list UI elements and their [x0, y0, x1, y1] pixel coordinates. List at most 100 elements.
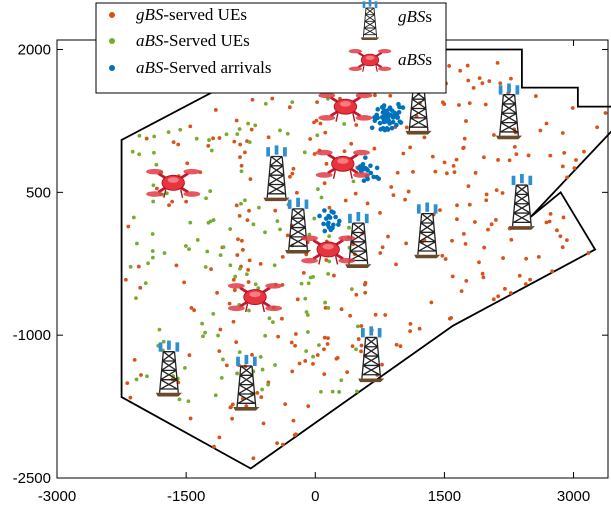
gbs-served-ue-point	[343, 198, 348, 203]
abs-arrival-point	[372, 118, 378, 123]
gbs-served-ue-point	[408, 145, 413, 150]
abs-served-ue-point	[351, 179, 356, 184]
gbs-served-ue-point	[144, 136, 149, 141]
abs-served-ue-point	[290, 100, 295, 105]
gbs-served-ue-point	[401, 151, 406, 156]
gbs-served-ue-point	[318, 121, 323, 126]
abs-served-ue-point	[304, 310, 309, 314]
abs-served-ue-point	[131, 215, 136, 220]
abs-served-ue-point	[246, 121, 251, 126]
gbs-served-ue-point	[482, 155, 486, 160]
gbs-served-ue-point	[408, 329, 412, 334]
gbs-served-ue-point	[406, 189, 411, 194]
abs-served-ue-point	[237, 350, 242, 355]
gbs-served-ue-point	[306, 404, 311, 409]
abs-served-ue-point	[186, 399, 191, 404]
abs-arrival-point	[397, 104, 402, 110]
gbs-served-ue-point	[348, 313, 353, 318]
gbs-served-ue-point	[365, 201, 370, 206]
gbs-served-ue-point	[464, 278, 469, 283]
gbs-served-ue-point	[450, 274, 455, 279]
gbs-served-ue-point	[126, 224, 131, 229]
gbs-served-ue-point	[533, 94, 538, 98]
gbs-served-ue-point	[246, 280, 251, 284]
gbs-served-ue-point	[422, 135, 427, 140]
gbs-served-ue-point	[249, 127, 254, 132]
gbs-served-ue-point	[211, 136, 215, 141]
gbs-served-ue-point	[182, 280, 186, 285]
legend-marker-gbs_ues	[109, 12, 115, 18]
gbs-served-ue-point	[291, 418, 296, 423]
abs-drone-icon	[227, 281, 284, 314]
abs-arrival-point	[368, 163, 373, 169]
gbs-served-ue-point	[323, 305, 328, 310]
gbs-served-ue-point	[484, 198, 489, 203]
gbs-served-ue-point	[395, 170, 400, 175]
gbs-served-ue-point	[383, 313, 388, 317]
abs-arrival-point	[360, 163, 365, 169]
abs-drone-icon	[145, 167, 202, 200]
abs-arrival-point	[387, 121, 392, 126]
gbs-served-ue-point	[544, 220, 549, 225]
abs-served-ue-point	[244, 272, 249, 277]
gbs-served-ue-point	[444, 171, 449, 176]
abs-served-ue-point	[150, 249, 155, 253]
gbs-served-ue-point	[462, 136, 467, 141]
abs-served-ue-point	[270, 320, 275, 324]
abs-served-ue-point	[154, 162, 159, 167]
abs-served-ue-point	[235, 132, 240, 137]
gbs-served-ue-point	[442, 160, 447, 165]
abs-served-ue-point	[228, 263, 233, 268]
gbs-served-ue-point	[560, 131, 565, 135]
abs-arrival-point	[322, 208, 327, 213]
gbs-served-ue-point	[217, 435, 222, 440]
gbs-served-ue-point	[452, 170, 457, 175]
gbs-served-ue-point	[473, 170, 478, 175]
gbs-served-ue-point	[461, 231, 466, 236]
gbs-served-ue-point	[287, 105, 292, 110]
gbs-served-ue-point	[404, 241, 409, 246]
gbs-served-ue-point	[500, 191, 505, 195]
abs-served-ue-point	[257, 205, 261, 210]
legend-label-abss: aBSs	[398, 50, 432, 69]
abs-served-ue-point	[342, 122, 347, 126]
abs-arrival-point	[400, 105, 406, 110]
gbs-served-ue-point	[261, 421, 266, 426]
gbs-served-ue-point	[501, 256, 505, 260]
gbs-served-ue-point	[322, 372, 327, 377]
abs-served-ue-point	[162, 251, 167, 255]
gbs-served-ue-point	[258, 261, 263, 266]
gbs-served-ue-point	[477, 76, 482, 81]
gbs-served-ue-point	[408, 322, 413, 326]
legend: gBS-served UEs aBS-Served UEs aBS-Served a…	[95, 0, 447, 94]
gbs-served-ue-point	[586, 251, 591, 255]
abs-served-ue-point	[228, 227, 233, 231]
gbs-served-ue-point	[325, 342, 330, 346]
abs-served-ue-point	[128, 264, 133, 269]
gbs-served-ue-point	[467, 101, 472, 106]
gbs-served-ue-point	[503, 286, 507, 291]
abs-served-ue-point	[151, 199, 156, 204]
gbs-served-ue-point	[561, 215, 566, 220]
legend-label-gbs_ues: gBS-served UEs	[136, 5, 247, 24]
x-tick-label: 0	[311, 488, 319, 505]
gbs-served-ue-point	[238, 155, 242, 160]
abs-served-ue-point	[263, 230, 267, 235]
abs-served-ue-point	[299, 281, 304, 286]
gbs-served-ue-point	[492, 133, 496, 137]
gbs-served-ue-point	[185, 161, 190, 166]
gbs-served-ue-point	[238, 142, 243, 147]
abs-served-ue-point	[177, 397, 182, 402]
gbs-served-ue-point	[508, 291, 513, 295]
gbs-served-ue-point	[215, 290, 219, 295]
abs-served-ue-point	[183, 365, 187, 370]
abs-arrival-point	[336, 222, 341, 227]
abs-served-ue-point	[317, 343, 321, 348]
gbs-served-ue-point	[507, 158, 512, 163]
gbs-served-ue-point	[312, 152, 317, 156]
gbs-served-ue-point	[582, 149, 586, 154]
abs-served-ue-point	[260, 367, 265, 372]
gbs-served-ue-point	[250, 352, 254, 357]
gbs-served-ue-point	[192, 308, 196, 313]
